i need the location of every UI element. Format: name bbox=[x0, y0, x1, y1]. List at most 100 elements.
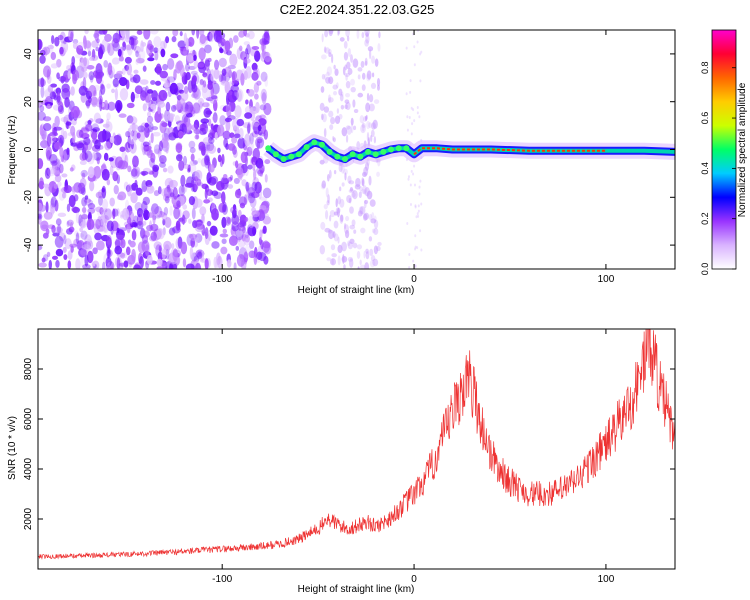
spectrogram-cell bbox=[40, 134, 48, 141]
spectrogram-cell bbox=[321, 33, 324, 43]
spectrogram-cell bbox=[243, 41, 251, 46]
spectrogram-cell bbox=[346, 194, 352, 203]
spectrogram-cell bbox=[190, 236, 200, 242]
spectrogram-cell bbox=[81, 152, 88, 161]
spectrogram-cell bbox=[204, 258, 209, 269]
spectrogram-cell bbox=[334, 68, 339, 76]
spectrogram-cell bbox=[239, 214, 247, 225]
spectrogram-cell bbox=[172, 248, 179, 262]
spectrogram-cell bbox=[253, 253, 258, 266]
spectrogram-cell bbox=[414, 234, 417, 238]
spectrogram-cell bbox=[38, 244, 43, 251]
spectrogram-cell bbox=[146, 115, 154, 124]
spectrogram-cell bbox=[113, 184, 119, 195]
spectrogram-cell bbox=[220, 176, 229, 190]
spectrogram-cell bbox=[212, 99, 218, 112]
spectrogram-cell bbox=[94, 30, 100, 42]
spectrogram-cell bbox=[133, 264, 141, 269]
spectrogram-cell bbox=[88, 71, 95, 81]
track-blob bbox=[303, 144, 310, 151]
colorbar-gradient bbox=[712, 30, 736, 269]
spectrogram-cell bbox=[165, 101, 171, 112]
spectrogram-cell bbox=[173, 69, 177, 81]
spectrogram-cell bbox=[58, 189, 66, 201]
spectrogram-cell bbox=[49, 203, 56, 214]
spectrogram-cell bbox=[361, 122, 367, 129]
spectrogram-cell bbox=[193, 90, 199, 101]
spectrogram-cell bbox=[178, 89, 185, 94]
spectrogram-cell bbox=[121, 207, 130, 221]
spectrogram-cell bbox=[131, 230, 137, 241]
spectrogram-cell bbox=[347, 175, 352, 184]
spectrogram-cell bbox=[407, 175, 410, 179]
spectrogram-cell bbox=[247, 30, 255, 40]
spectrogram-cell bbox=[413, 45, 416, 49]
spectrogram-cell bbox=[319, 159, 325, 165]
spectrogram-cell bbox=[218, 73, 224, 83]
spectrogram-cell bbox=[259, 196, 268, 201]
spectrogram-cell bbox=[240, 151, 248, 164]
spectrogram-cell bbox=[81, 214, 89, 220]
spectrogram-cell bbox=[364, 199, 369, 205]
spectrogram-cell bbox=[84, 195, 89, 200]
spectrogram-cell bbox=[345, 30, 350, 37]
spectrogram-cell bbox=[161, 248, 167, 260]
spectrogram-cell bbox=[175, 237, 183, 250]
spectrogram-cell bbox=[183, 85, 189, 94]
spectrogram-cell bbox=[149, 45, 154, 53]
spectrogram-cell bbox=[419, 79, 422, 83]
spectrogram-cell bbox=[129, 240, 136, 248]
spectrogram-cell bbox=[153, 36, 162, 48]
spectrogram-cell bbox=[87, 50, 92, 57]
spectrogram-cell bbox=[263, 52, 272, 63]
spectrogram-cell bbox=[201, 86, 211, 100]
spectrogram-cell bbox=[102, 213, 106, 223]
spectrogram-cell bbox=[38, 99, 43, 108]
spectrogram-cell bbox=[372, 119, 378, 129]
spectrogram-cell bbox=[151, 126, 159, 131]
spectrogram-cell bbox=[68, 30, 74, 42]
track-blob bbox=[372, 151, 379, 158]
spectrogram-cell bbox=[326, 173, 330, 182]
spectrogram-cell bbox=[247, 164, 253, 170]
colorbar-tick-label: 0.8 bbox=[700, 61, 710, 74]
spectrogram-y-tick-label: 20 bbox=[23, 96, 34, 108]
spectrogram-cell bbox=[47, 84, 54, 93]
spectrogram-cell bbox=[335, 198, 338, 208]
spectrogram-cell bbox=[193, 59, 199, 69]
spectrogram-cell bbox=[158, 140, 164, 152]
colorbar-label: Normalized spectral amplitude bbox=[737, 82, 748, 217]
spectrogram-cell bbox=[93, 112, 101, 124]
spectrogram-cell bbox=[184, 74, 188, 85]
spectrogram-cell bbox=[349, 258, 354, 268]
spectrogram-cell bbox=[97, 131, 107, 143]
spectrogram-cell bbox=[51, 134, 57, 144]
spectrogram-cell bbox=[102, 261, 106, 269]
spectrogram-cell bbox=[136, 132, 141, 139]
spectrogram-x-tick-label: -100 bbox=[212, 274, 232, 285]
spectrogram-cell bbox=[221, 204, 228, 215]
spectrogram-cell bbox=[169, 262, 178, 269]
spectrogram-cell bbox=[329, 124, 334, 131]
spectrogram-cell bbox=[220, 80, 228, 86]
spectrogram-cell bbox=[241, 179, 247, 187]
spectrogram-cell bbox=[53, 141, 62, 150]
spectrogram-cell bbox=[39, 140, 49, 149]
spectrogram-cell bbox=[54, 36, 60, 47]
spectrogram-cell bbox=[340, 104, 345, 110]
spectrogram-cell bbox=[339, 198, 345, 208]
spectrogram-cell bbox=[39, 124, 44, 136]
spectrogram-cell bbox=[137, 53, 141, 61]
spectrogram-cell bbox=[176, 60, 184, 71]
spectrogram-cell bbox=[419, 229, 422, 233]
spectrogram-y-label: Frequency (Hz) bbox=[7, 116, 18, 185]
spectrogram-cell bbox=[155, 63, 162, 75]
spectrogram-cell bbox=[99, 43, 103, 50]
spectrogram-cell bbox=[248, 240, 255, 250]
spectrogram-cell bbox=[359, 115, 364, 124]
spectrogram-cell bbox=[95, 206, 104, 213]
spectrogram-cell bbox=[373, 245, 378, 255]
spectrogram-cell bbox=[130, 37, 135, 50]
spectrogram-cell bbox=[125, 44, 132, 51]
track-blob bbox=[318, 141, 325, 148]
